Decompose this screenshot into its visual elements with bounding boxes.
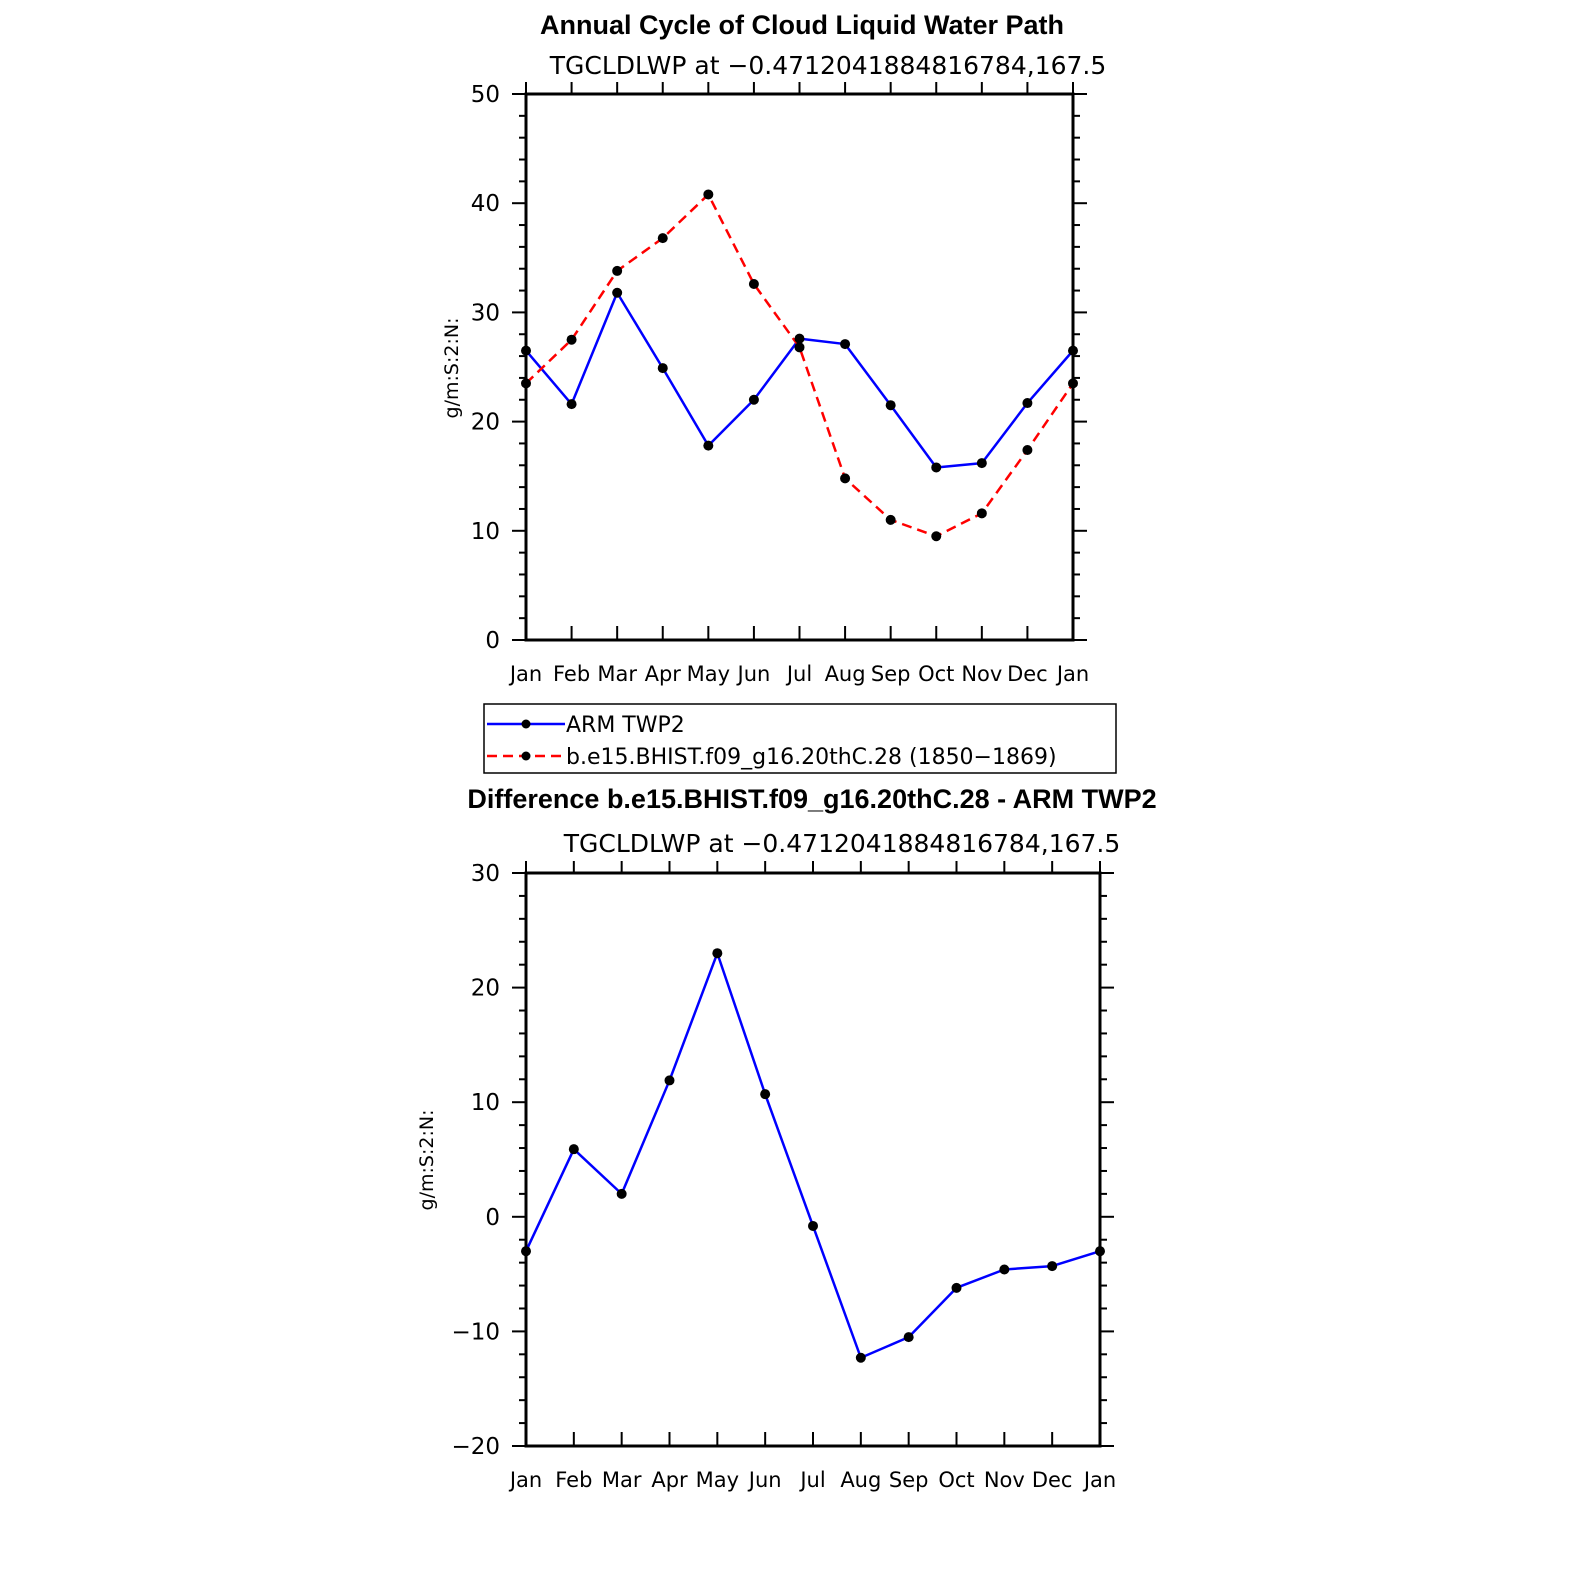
chart1-legend: ARM TWP2 b.e15.BHIST.f09_g16.20thC.28 (1… [483,703,1117,774]
chart2-xtick-label: Apr [651,1468,688,1492]
chart1-xtick-label: Jan [508,662,542,686]
chart2-ytick-label: 0 [485,1205,500,1231]
chart1-xtick-label: Sep [871,662,911,686]
chart1-ytick-label: 40 [471,191,500,217]
chart2-series-1-point [568,1144,579,1155]
chart1-series-1-line [525,291,1074,469]
chart1-series-1-point [976,458,987,469]
chart2-xtick-label: Mar [602,1468,642,1492]
chart1-series-1-point [612,287,623,298]
chart1-series-1-point [931,462,942,473]
chart2-title: Difference b.e15.BHIST.f09_g16.20thC.28 … [467,784,1156,814]
chart1-series-2-point [885,514,896,525]
chart2-xtick-label: Jan [1082,1468,1116,1492]
chart2-ytick-label: −10 [451,1319,500,1345]
chart1-ytick-label: 30 [471,300,500,326]
chart2-series-1-point [1095,1246,1105,1257]
chart1-series-2-point [748,279,759,290]
chart1-frame [524,92,1075,642]
chart1-series-2-point [566,334,577,345]
chart1-series-1-point [794,333,805,344]
chart1-series-2-point [1022,444,1033,455]
chart1-xtick-label: May [687,662,730,686]
chart2-xtick-label: May [696,1468,739,1492]
chart2-series-1-line [524,951,1101,1360]
chart1-series-2-point [657,233,668,244]
chart2-xtick-label: Jun [747,1468,782,1492]
chart1-xtick-label: Apr [645,662,682,686]
chart1-series-1-point [840,339,851,350]
chart1-series-1-point [748,394,759,405]
chart2-series-1-point [1047,1261,1058,1272]
chart1-xtick-label: Mar [597,662,637,686]
chart2-xtick-label: Oct [938,1468,974,1492]
chart1-ytick-label: 50 [471,82,500,108]
chart1-subtitle: TGCLDLWP at −0.4712041884816784,167.5 [549,51,1107,80]
chart2-series-1-point [808,1220,818,1231]
chart1-series-1-point [1022,398,1033,409]
chart1-ylabel: g/m:S:2:N: [441,318,463,419]
chart1-title: Annual Cycle of Cloud Liquid Water Path [540,10,1064,40]
chart1-xtick-label: Nov [961,662,1002,686]
chart1-series-1-point [703,440,714,451]
chart1-xtick-label: Oct [918,662,954,686]
chart1-xtick-label: Feb [553,662,590,686]
chart2-series-1-point [999,1264,1010,1275]
chart1-xtick-label: Dec [1007,662,1048,686]
chart2-ytick-label: 20 [471,976,500,1002]
chart2-series-1-point [712,948,723,959]
chart2-series-1-point [760,1089,771,1100]
chart2-xtick-label: Aug [840,1468,881,1492]
chart1-series-1-point [521,345,531,356]
legend-marker-series-2 [521,751,531,761]
chart1-series-2-line [525,193,1075,538]
chart2-xtick-label: Feb [555,1468,592,1492]
chart1-ytick-label: 10 [471,519,500,545]
legend-marker-series-1 [521,719,531,729]
chart2-series-1-point [664,1075,675,1086]
chart2-xtick-label: Dec [1032,1468,1073,1492]
chart1-series-1-point [1068,345,1078,356]
chart1-series-2-point [840,473,851,484]
chart2-ytick-label: −20 [451,1434,500,1460]
chart1-series-1-point [566,399,577,410]
chart1-xtick-label: Jun [736,662,771,686]
chart1-xtick-label: Aug [825,662,866,686]
chart1-series-2-point [703,189,714,200]
chart2-ytick-label: 30 [471,861,500,887]
chart2-subtitle: TGCLDLWP at −0.4712041884816784,167.5 [563,829,1121,858]
legend-label-series-1: ARM TWP2 [566,713,685,738]
chart1-series-1-point [657,363,668,374]
chart1-series-2-point [976,508,987,519]
chart1-series-2-point [794,342,805,353]
chart1-series-2-point [612,265,623,276]
chart2-plot: Jan Feb Mar Apr May Jun Jul Aug Sep Oct Nov Dec Jan−… [451,861,1116,1492]
legend-label-series-2: b.e15.BHIST.f09_g16.20thC.28 (1850−1869) [566,745,1057,770]
chart2-xtick-label: Nov [984,1468,1025,1492]
chart2-xtick-label: Sep [889,1468,929,1492]
chart1-xtick-label: Jul [785,662,812,686]
chart2-xtick-label: Jan [508,1468,542,1492]
chart1-plot: Jan Feb Mar Apr May Jun Jul Aug Sep Oct Nov Dec Jan 0… [471,82,1089,686]
chart1-series-2-point [521,378,531,389]
chart1-ytick-label: 0 [485,628,500,654]
chart1-series-1-point [885,400,896,411]
chart2-series-1-point [951,1282,962,1293]
legend-box [483,703,1117,774]
chart1-series-2-point [1068,378,1078,389]
chart2-xtick-label: Jul [798,1468,825,1492]
chart1-series-2-point [931,531,942,542]
chart2-series-1-point [616,1188,627,1199]
chart2-ytick-label: 10 [471,1090,500,1116]
chart2-series-1-point [521,1246,531,1257]
chart2-ylabel: g/m:S:2:N: [416,1110,438,1211]
chart2-series-1-point [855,1352,866,1363]
chart1-xtick-label: Jan [1055,662,1089,686]
chart2-frame [524,871,1102,1448]
chart1-ytick-label: 20 [471,410,500,436]
chart2-series-1-point [903,1332,914,1343]
